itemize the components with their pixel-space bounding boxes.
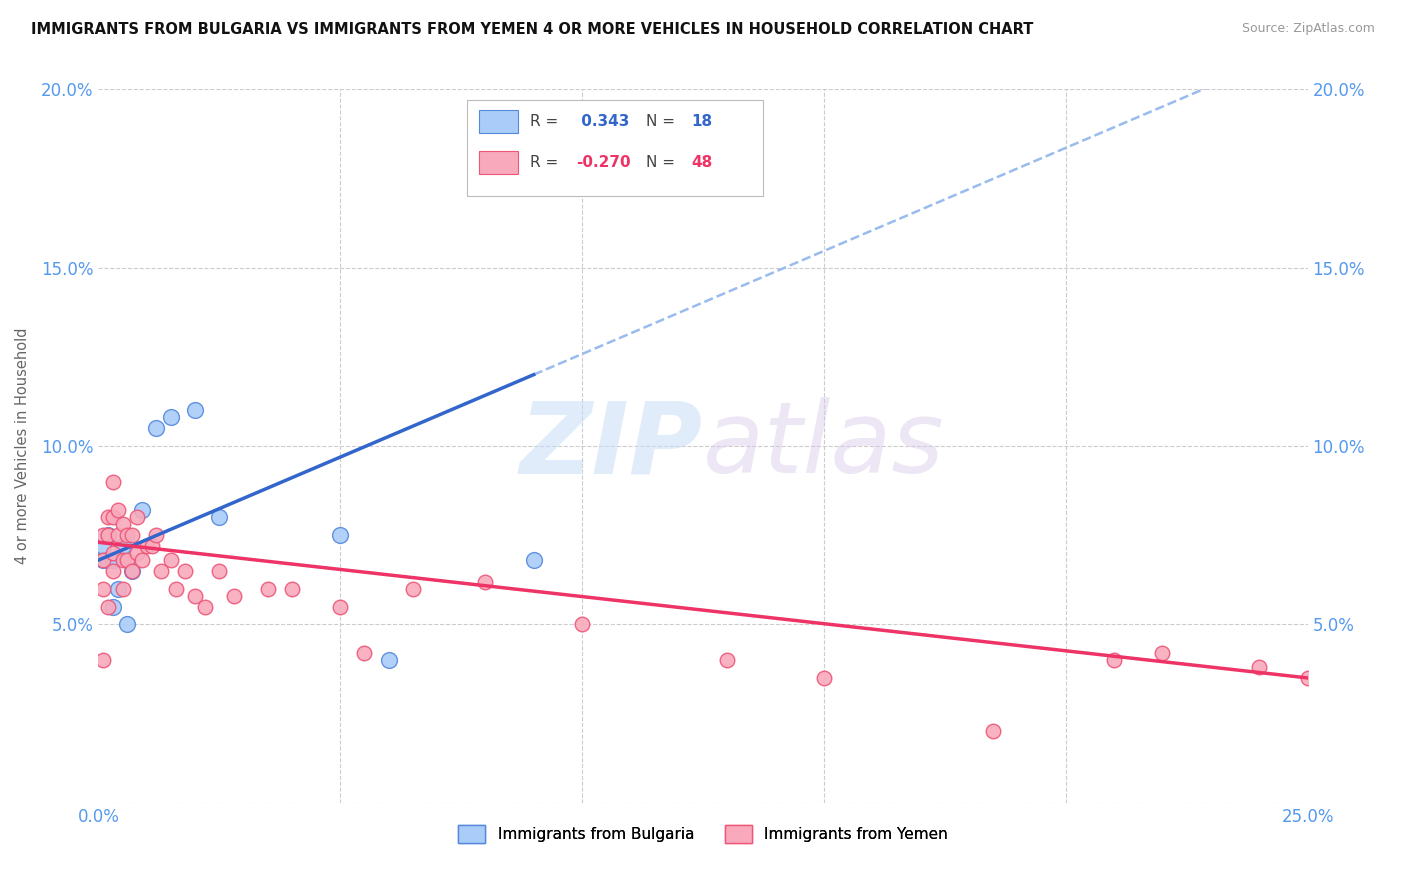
Point — [194, 599, 217, 614]
Point — [523, 553, 546, 567]
FancyBboxPatch shape — [479, 110, 517, 133]
Text: N =: N = — [647, 155, 681, 170]
Point — [101, 510, 124, 524]
Point — [91, 539, 114, 553]
Point — [1296, 671, 1319, 685]
Point — [101, 599, 124, 614]
Point — [91, 582, 114, 596]
Point — [117, 617, 139, 632]
Point — [160, 410, 183, 425]
Point — [174, 564, 197, 578]
Text: Source: ZipAtlas.com: Source: ZipAtlas.com — [1241, 22, 1375, 36]
Point — [813, 671, 835, 685]
Point — [111, 553, 134, 567]
Point — [111, 582, 134, 596]
Point — [377, 653, 399, 667]
Point — [329, 599, 352, 614]
Point — [222, 589, 245, 603]
Point — [107, 503, 129, 517]
Y-axis label: 4 or more Vehicles in Household: 4 or more Vehicles in Household — [15, 327, 30, 565]
Point — [121, 564, 143, 578]
Point — [353, 646, 375, 660]
Point — [1102, 653, 1125, 667]
Text: 18: 18 — [690, 114, 711, 128]
Point — [329, 528, 352, 542]
FancyBboxPatch shape — [479, 152, 517, 174]
Text: 0.343: 0.343 — [576, 114, 630, 128]
Point — [208, 564, 231, 578]
Point — [91, 553, 114, 567]
Point — [111, 517, 134, 532]
Point — [281, 582, 304, 596]
Point — [1152, 646, 1174, 660]
FancyBboxPatch shape — [467, 100, 763, 196]
Text: N =: N = — [647, 114, 681, 128]
Point — [184, 589, 207, 603]
Point — [117, 528, 139, 542]
Point — [150, 564, 173, 578]
Point — [101, 475, 124, 489]
Point — [127, 510, 149, 524]
Point — [1249, 660, 1271, 674]
Point — [91, 528, 114, 542]
Text: R =: R = — [530, 155, 564, 170]
Point — [97, 528, 120, 542]
Text: R =: R = — [530, 114, 564, 128]
Point — [208, 510, 231, 524]
Text: IMMIGRANTS FROM BULGARIA VS IMMIGRANTS FROM YEMEN 4 OR MORE VEHICLES IN HOUSEHOL: IMMIGRANTS FROM BULGARIA VS IMMIGRANTS F… — [31, 22, 1033, 37]
Point — [101, 546, 124, 560]
Point — [160, 553, 183, 567]
Point — [135, 539, 157, 553]
Point — [97, 510, 120, 524]
Point — [165, 582, 187, 596]
Point — [981, 724, 1004, 739]
Legend: Immigrants from Bulgaria, Immigrants from Yemen: Immigrants from Bulgaria, Immigrants fro… — [451, 819, 955, 848]
Point — [145, 528, 167, 542]
Point — [571, 617, 593, 632]
Point — [716, 653, 738, 667]
Point — [131, 503, 153, 517]
Point — [97, 599, 120, 614]
Point — [107, 582, 129, 596]
Point — [256, 582, 278, 596]
Point — [101, 553, 124, 567]
Point — [91, 653, 114, 667]
Point — [474, 574, 496, 589]
Point — [127, 546, 149, 560]
Point — [141, 539, 163, 553]
Text: ZIP: ZIP — [520, 398, 703, 494]
Point — [111, 539, 134, 553]
Text: 48: 48 — [690, 155, 713, 170]
Point — [121, 528, 143, 542]
Point — [107, 528, 129, 542]
Text: -0.270: -0.270 — [576, 155, 631, 170]
Point — [97, 553, 120, 567]
Point — [117, 553, 139, 567]
Point — [402, 582, 425, 596]
Point — [121, 564, 143, 578]
Point — [91, 553, 114, 567]
Point — [184, 403, 207, 417]
Text: atlas: atlas — [703, 398, 945, 494]
Point — [101, 564, 124, 578]
Point — [97, 528, 120, 542]
Point — [131, 553, 153, 567]
Point — [145, 421, 167, 435]
